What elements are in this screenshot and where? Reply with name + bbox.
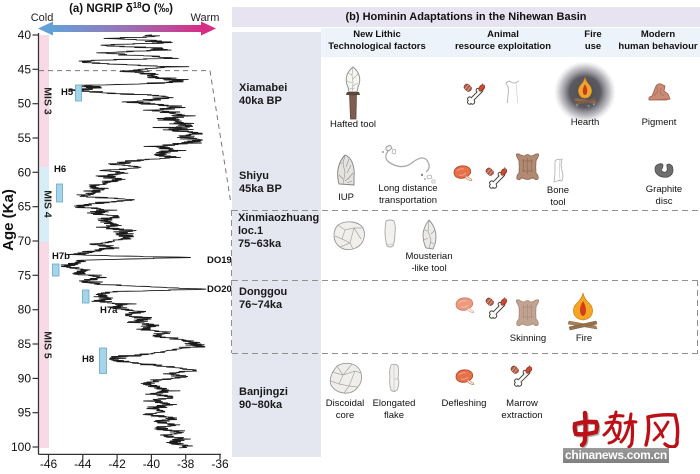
svg-text:MIS 5: MIS 5: [42, 331, 54, 359]
svg-text:MIS 3: MIS 3: [42, 87, 54, 115]
svg-text:Warm: Warm: [191, 12, 220, 24]
svg-text:95: 95: [18, 406, 32, 420]
svg-text:90: 90: [18, 371, 32, 385]
svg-text:-36: -36: [211, 457, 229, 471]
svg-text:40: 40: [18, 28, 32, 42]
svg-text:75: 75: [18, 268, 32, 282]
svg-text:DO20: DO20: [207, 284, 232, 295]
svg-text:60: 60: [18, 165, 32, 179]
svg-text:-42: -42: [108, 457, 126, 471]
svg-text:-40: -40: [143, 457, 161, 471]
svg-text:80: 80: [18, 303, 32, 317]
svg-text:-44: -44: [74, 457, 92, 471]
svg-text:MIS 4: MIS 4: [42, 190, 54, 218]
svg-text:65: 65: [18, 200, 32, 214]
svg-text:55: 55: [18, 131, 32, 145]
svg-text:-46: -46: [40, 457, 58, 471]
svg-text:-38: -38: [177, 457, 195, 471]
svg-text:H8: H8: [82, 354, 94, 365]
svg-text:H5: H5: [61, 87, 74, 98]
svg-text:DO19: DO19: [207, 255, 232, 266]
svg-text:45: 45: [18, 62, 32, 76]
svg-text:(a) NGRIP δ18O (‰): (a) NGRIP δ18O (‰): [69, 1, 173, 15]
svg-text:Cold: Cold: [31, 12, 54, 24]
svg-text:50: 50: [18, 97, 32, 111]
svg-text:H7b: H7b: [52, 251, 70, 262]
svg-text:100: 100: [11, 440, 31, 454]
svg-text:H6: H6: [54, 164, 66, 175]
svg-text:H7a: H7a: [100, 305, 118, 316]
svg-text:70: 70: [18, 234, 32, 248]
svg-text:85: 85: [18, 337, 32, 351]
svg-text:Age (Ka): Age (Ka): [0, 189, 17, 251]
